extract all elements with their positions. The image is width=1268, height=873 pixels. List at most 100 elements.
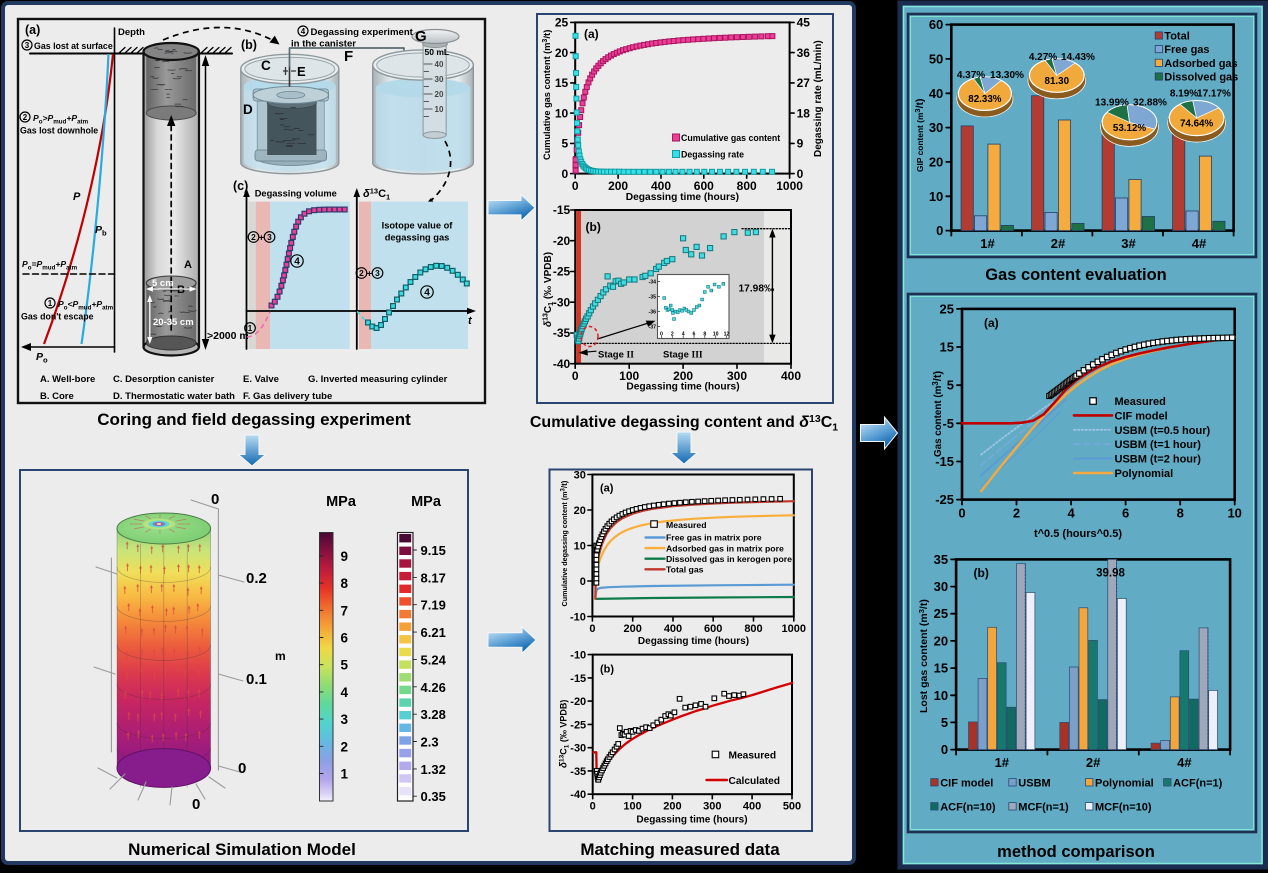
- svg-text:0: 0: [192, 796, 200, 813]
- svg-text:-15: -15: [570, 673, 586, 685]
- svg-text:0: 0: [238, 760, 246, 777]
- svg-text:200: 200: [673, 369, 693, 383]
- svg-text:2#: 2#: [1051, 236, 1066, 251]
- svg-text:10: 10: [574, 541, 586, 553]
- svg-text:0: 0: [660, 332, 663, 338]
- svg-text:-20: -20: [553, 234, 571, 248]
- svg-text:25: 25: [940, 301, 954, 316]
- svg-text:6: 6: [693, 332, 696, 338]
- svg-text:20-35 cm: 20-35 cm: [153, 317, 194, 328]
- svg-text:400: 400: [664, 623, 682, 635]
- svg-text:Degassing volume: Degassing volume: [255, 189, 337, 199]
- svg-text:(b): (b): [586, 220, 601, 234]
- svg-text:Polynomial: Polynomial: [1095, 777, 1154, 789]
- svg-text:C. Desorption canister: C. Desorption canister: [113, 374, 215, 385]
- svg-text:6: 6: [341, 631, 349, 646]
- svg-text:Po​>Pmud​+Patm​: Po​>Pmud​+Patm​: [33, 113, 89, 126]
- svg-text:B: B: [177, 284, 185, 296]
- svg-text:15: 15: [940, 340, 954, 355]
- svg-text:Pb​: Pb​: [95, 224, 107, 238]
- svg-text:-35: -35: [553, 326, 571, 340]
- svg-text:8.17: 8.17: [421, 570, 446, 585]
- svg-text:53.12%: 53.12%: [1113, 123, 1147, 134]
- svg-text:18: 18: [797, 106, 811, 120]
- svg-text:5: 5: [562, 137, 569, 151]
- svg-text:2: 2: [341, 739, 349, 754]
- svg-text:5: 5: [947, 378, 954, 393]
- svg-text:Polynomial: Polynomial: [1115, 468, 1174, 480]
- svg-text:3.28: 3.28: [421, 707, 446, 722]
- svg-text:USBM: USBM: [1018, 777, 1050, 789]
- svg-text:-34: -34: [649, 279, 657, 285]
- svg-text:20: 20: [435, 90, 444, 99]
- svg-text:400: 400: [743, 801, 761, 813]
- svg-text:4#: 4#: [1192, 236, 1207, 251]
- svg-text:6.21: 6.21: [421, 625, 446, 640]
- svg-text:(a): (a): [984, 316, 999, 330]
- svg-text:0: 0: [562, 167, 569, 181]
- svg-text:800: 800: [744, 623, 762, 635]
- svg-text:30: 30: [934, 579, 948, 594]
- svg-text:30: 30: [574, 470, 586, 482]
- svg-text:1000: 1000: [782, 623, 806, 635]
- svg-text:-40: -40: [570, 789, 586, 801]
- svg-text:t: t: [468, 315, 473, 327]
- svg-text:200: 200: [608, 179, 628, 193]
- svg-text:Degassing time (hours): Degassing time (hours): [636, 815, 747, 826]
- svg-text:81.30: 81.30: [1045, 76, 1070, 87]
- svg-text:δ13C1 (‰ VPDB): δ13C1 (‰ VPDB): [559, 700, 571, 768]
- svg-text:9: 9: [341, 549, 349, 564]
- svg-text:Total gas: Total gas: [666, 565, 704, 575]
- svg-text:in the canister: in the canister: [291, 39, 356, 50]
- svg-text:Degassing time (hours): Degassing time (hours): [626, 382, 739, 393]
- svg-text:3: 3: [375, 268, 380, 278]
- svg-text:8.19%: 8.19%: [1170, 89, 1198, 100]
- svg-text:4: 4: [294, 257, 300, 268]
- svg-text:-25: -25: [553, 265, 571, 279]
- svg-text:100: 100: [619, 369, 639, 383]
- svg-text:degassing gas: degassing gas: [385, 233, 450, 243]
- svg-text:1.32: 1.32: [421, 762, 446, 777]
- svg-text:Gas don't escape: Gas don't escape: [21, 312, 94, 322]
- svg-text:10: 10: [555, 106, 569, 120]
- svg-text:17.98‰: 17.98‰: [739, 284, 775, 295]
- svg-text:20: 20: [934, 633, 948, 648]
- svg-text:G. Inverted measuring cylinder: G. Inverted measuring cylinder: [308, 374, 448, 385]
- svg-text:Dissolved gas in kerogen pore: Dissolved gas in kerogen pore: [666, 554, 792, 564]
- svg-text:D: D: [243, 102, 253, 117]
- svg-text:5 cm: 5 cm: [152, 278, 174, 289]
- svg-text:Matching measured data: Matching measured data: [580, 840, 780, 859]
- svg-text:-30: -30: [570, 743, 586, 755]
- svg-text:2: 2: [359, 268, 364, 278]
- svg-text:(b): (b): [241, 38, 257, 52]
- svg-text:Degassing rate: Degassing rate: [681, 150, 744, 160]
- svg-text:2: 2: [23, 113, 28, 122]
- svg-text:3: 3: [25, 41, 30, 50]
- svg-text:2.3: 2.3: [421, 735, 439, 750]
- svg-text:Adsorbed gas in matrix pore: Adsorbed gas in matrix pore: [666, 543, 784, 553]
- svg-text:5: 5: [941, 715, 948, 730]
- svg-text:-15: -15: [553, 203, 571, 217]
- svg-text:30: 30: [435, 75, 444, 84]
- svg-text:400: 400: [651, 179, 671, 193]
- svg-text:4: 4: [341, 685, 349, 700]
- svg-text:15: 15: [555, 76, 569, 90]
- svg-text:A: A: [184, 259, 192, 271]
- svg-text:-37: -37: [649, 324, 657, 330]
- svg-text:Cumulative gas content (m3/t): Cumulative gas content (m3/t): [542, 30, 553, 160]
- svg-text:6: 6: [1122, 506, 1129, 521]
- svg-text:0: 0: [958, 506, 965, 521]
- svg-text:20: 20: [574, 505, 586, 517]
- svg-text:-40: -40: [553, 357, 571, 371]
- svg-text:74.64%: 74.64%: [1180, 119, 1214, 130]
- svg-text:Numerical Simulation Model: Numerical Simulation Model: [128, 840, 356, 859]
- svg-text:m: m: [275, 649, 286, 663]
- svg-text:Measured: Measured: [666, 520, 707, 530]
- svg-text:7: 7: [341, 603, 349, 618]
- svg-text:USBM (t=1 hour): USBM (t=1 hour): [1115, 439, 1202, 451]
- svg-text:MCF(n=1): MCF(n=1): [1018, 801, 1069, 813]
- svg-text:ACF(n=10): ACF(n=10): [940, 801, 996, 813]
- svg-text:20: 20: [929, 154, 943, 169]
- svg-text:Lost gas content (m3/t): Lost gas content (m3/t): [917, 599, 930, 713]
- svg-text:10: 10: [934, 688, 948, 703]
